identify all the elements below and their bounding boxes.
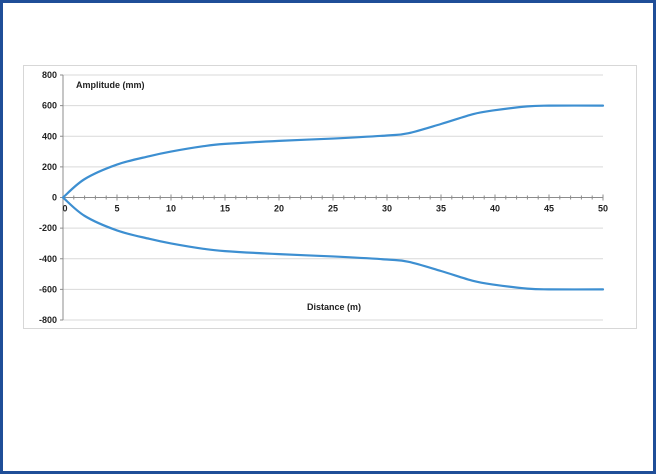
x-tick-label: 0 bbox=[62, 204, 67, 214]
y-tick-label: 800 bbox=[42, 70, 57, 80]
amplitude-chart: 800 600 400 200 0 -200 -400 -600 -800 0 5 10 15 20 25… bbox=[39, 70, 608, 325]
chart-panel: 800 600 400 200 0 -200 -400 -600 -800 0 5 10 15 20 25… bbox=[23, 65, 637, 329]
lower-envelope-line bbox=[61, 196, 605, 291]
x-tick-labels: 0 5 10 15 20 25 30 35 40 45 50 bbox=[62, 204, 608, 214]
x-tick-label: 15 bbox=[220, 204, 230, 214]
axes bbox=[60, 74, 604, 321]
series-lines bbox=[61, 104, 605, 291]
y-tick-label: 600 bbox=[42, 101, 57, 111]
x-tick-label: 10 bbox=[166, 204, 176, 214]
y-tick-label: 200 bbox=[42, 162, 57, 172]
y-tick-label: -600 bbox=[39, 284, 57, 294]
x-tick-label: 25 bbox=[328, 204, 338, 214]
x-tick-label: 40 bbox=[490, 204, 500, 214]
y-tick-labels: 800 600 400 200 0 -200 -400 -600 -800 bbox=[39, 70, 57, 325]
x-tick-label: 30 bbox=[382, 204, 392, 214]
y-axis-label: Amplitude (mm) bbox=[76, 80, 145, 90]
x-tick-label: 35 bbox=[436, 204, 446, 214]
y-tick-label: 0 bbox=[52, 193, 57, 203]
x-tick-label: 20 bbox=[274, 204, 284, 214]
y-tick-label: -400 bbox=[39, 254, 57, 264]
x-axis-label: Distance (m) bbox=[307, 302, 361, 312]
x-tick-label: 45 bbox=[544, 204, 554, 214]
y-tick-label: 400 bbox=[42, 131, 57, 141]
y-tick-label: -200 bbox=[39, 223, 57, 233]
x-tick-label: 5 bbox=[114, 204, 119, 214]
y-tick-label: -800 bbox=[39, 315, 57, 325]
upper-envelope-line bbox=[61, 104, 605, 199]
x-tick-label: 50 bbox=[598, 204, 608, 214]
gridlines bbox=[63, 74, 603, 321]
